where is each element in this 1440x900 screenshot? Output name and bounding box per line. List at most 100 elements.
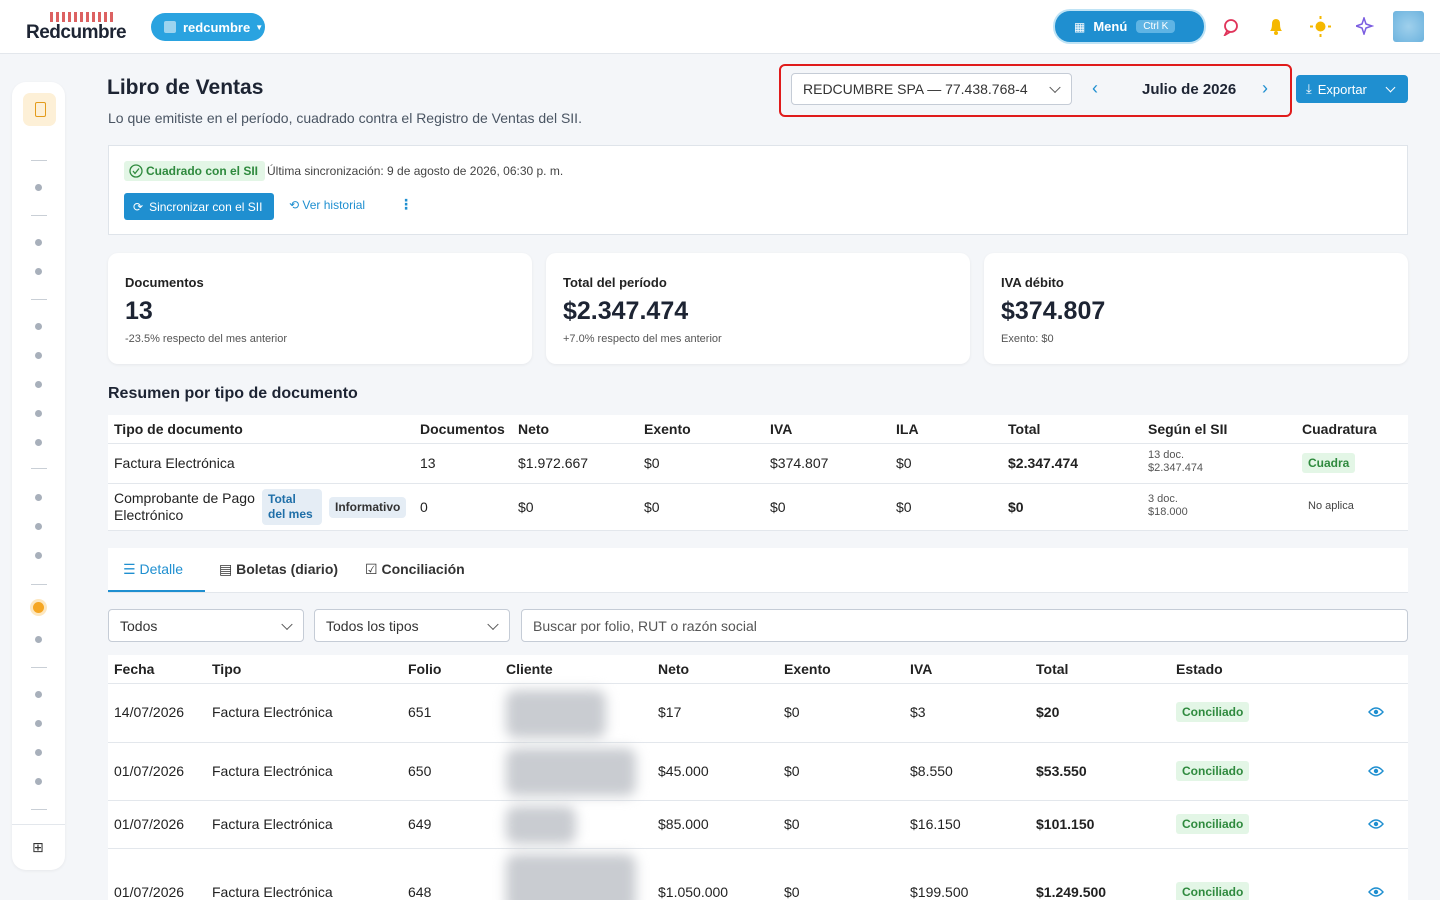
kpi-note: -23.5% respecto del mes anterior bbox=[125, 333, 288, 345]
cell: 14/07/2026 bbox=[114, 704, 185, 720]
tab[interactable]: ▤ Boletas (diario) bbox=[219, 561, 339, 577]
sidebar-item[interactable] bbox=[35, 410, 42, 417]
state-filter[interactable]: Todos bbox=[108, 609, 304, 642]
sidebar-apps[interactable]: ⊞ bbox=[32, 839, 44, 855]
cell: Factura Electrónica bbox=[212, 884, 333, 900]
more-button[interactable]: ⋮ bbox=[399, 196, 413, 212]
cell: $3 bbox=[910, 704, 926, 720]
sii-value: 13 doc. bbox=[1148, 449, 1185, 461]
column-header: Total bbox=[1008, 421, 1041, 437]
client-redacted bbox=[506, 690, 606, 738]
logo[interactable]: Redcumbre bbox=[26, 22, 127, 43]
ai-icon[interactable] bbox=[1356, 17, 1374, 35]
menu-button[interactable]: ▦ Menú Ctrl K bbox=[1055, 11, 1204, 42]
summary-title: Resumen por tipo de documento bbox=[108, 385, 358, 402]
menu-label: Menú bbox=[1093, 19, 1128, 34]
cell: 648 bbox=[408, 884, 432, 900]
sidebar-item[interactable] bbox=[35, 778, 42, 785]
column-header: Cliente bbox=[506, 661, 553, 677]
sidebar-item[interactable] bbox=[35, 720, 42, 727]
view-button[interactable] bbox=[1368, 818, 1384, 830]
kpi-value: $2.347.474 bbox=[563, 297, 689, 325]
sidebar-active-icon[interactable] bbox=[23, 93, 56, 126]
summary-header-line bbox=[108, 443, 1408, 444]
next-period[interactable]: › bbox=[1262, 78, 1268, 98]
tab-label: Detalle bbox=[139, 561, 184, 577]
cell: $101.150 bbox=[1036, 816, 1095, 832]
cell: $2.347.474 bbox=[1008, 455, 1079, 471]
sidebar-item[interactable] bbox=[35, 323, 42, 330]
view-button[interactable] bbox=[1368, 706, 1384, 718]
client-redacted bbox=[506, 806, 576, 844]
sync-panel: Cuadrado con el SII Última sincronizació… bbox=[108, 145, 1408, 235]
sidebar: ⊞ bbox=[12, 82, 65, 870]
cell: $8.550 bbox=[910, 763, 953, 779]
column-header: Fecha bbox=[114, 661, 155, 677]
sync-button[interactable]: ⟳ Sincronizar con el SII bbox=[124, 193, 274, 220]
sidebar-item[interactable] bbox=[35, 636, 42, 643]
sii-value: 3 doc. bbox=[1148, 492, 1178, 505]
status-badge: Conciliado bbox=[1176, 761, 1250, 781]
detail-header-line bbox=[108, 683, 1408, 684]
history-label: Ver historial bbox=[302, 198, 366, 212]
cell: 651 bbox=[408, 704, 432, 720]
sidebar-item[interactable] bbox=[35, 494, 42, 501]
cell: 01/07/2026 bbox=[114, 884, 185, 900]
type-filter[interactable]: Todos los tipos bbox=[314, 609, 510, 642]
row-divider bbox=[108, 800, 1408, 801]
export-button[interactable]: ⤓ Exportar bbox=[1296, 75, 1408, 103]
sidebar-separator bbox=[31, 468, 47, 469]
search-input[interactable]: Buscar por folio, RUT o razón social bbox=[521, 609, 1408, 642]
cell: $16.150 bbox=[910, 816, 961, 832]
kpi-card: IVA débito $374.807 Exento: $0 bbox=[984, 253, 1408, 364]
tab-label: Boletas (diario) bbox=[236, 561, 339, 577]
sidebar-separator bbox=[31, 584, 47, 585]
view-button[interactable] bbox=[1368, 886, 1384, 898]
company-select[interactable]: REDCUMBRE SPA — 77.438.768-4 bbox=[791, 73, 1072, 105]
bell-icon[interactable] bbox=[1267, 17, 1285, 36]
tab[interactable]: ☑ Conciliación bbox=[365, 561, 465, 577]
company-name: REDCUMBRE SPA — 77.438.768-4 bbox=[803, 81, 1028, 97]
history-link[interactable]: ⟲ Ver historial bbox=[289, 198, 366, 212]
view-button[interactable] bbox=[1368, 765, 1384, 777]
row-divider bbox=[108, 742, 1408, 743]
column-header: Total bbox=[1036, 661, 1069, 677]
prev-period[interactable]: ‹ bbox=[1092, 78, 1098, 98]
kpi-note: Exento: $0 bbox=[1001, 333, 1054, 345]
page-subtitle: Lo que emitiste en el período, cuadrado … bbox=[108, 110, 582, 126]
org-name: redcumbre bbox=[183, 19, 251, 35]
cell: $45.000 bbox=[658, 763, 709, 779]
detail-table: Fecha Tipo Folio Cliente Neto Exento IVA Total E… bbox=[108, 655, 1408, 900]
sidebar-separator bbox=[31, 667, 47, 668]
sidebar-item[interactable] bbox=[35, 552, 42, 559]
sidebar-item[interactable] bbox=[35, 352, 42, 359]
tab[interactable]: ☰ Detalle bbox=[123, 561, 184, 577]
sidebar-item[interactable] bbox=[35, 268, 42, 275]
avatar[interactable] bbox=[1393, 11, 1424, 42]
theme-icon[interactable] bbox=[1310, 16, 1331, 37]
sidebar-item[interactable] bbox=[35, 523, 42, 530]
column-header: Tipo bbox=[212, 661, 242, 677]
column-header: Según el SII bbox=[1148, 421, 1228, 437]
sidebar-item[interactable] bbox=[35, 439, 42, 446]
reconciliation-status: No aplica bbox=[1308, 499, 1354, 512]
sidebar-item[interactable] bbox=[35, 239, 42, 246]
cell: $374.807 bbox=[770, 455, 829, 471]
chat-icon[interactable] bbox=[1222, 18, 1240, 36]
tab-label: Conciliación bbox=[381, 561, 465, 577]
summary-table: Tipo de documento Documentos Neto Exento IVA… bbox=[108, 415, 1408, 531]
sidebar-item-active[interactable] bbox=[33, 602, 44, 613]
cell: $199.500 bbox=[910, 884, 969, 900]
sidebar-item[interactable] bbox=[35, 184, 42, 191]
cell: $0 bbox=[644, 498, 660, 515]
column-header: IVA bbox=[910, 661, 933, 677]
row-divider bbox=[108, 848, 1408, 849]
sidebar-item[interactable] bbox=[35, 691, 42, 698]
sidebar-item[interactable] bbox=[35, 381, 42, 388]
cell: $0 bbox=[896, 455, 912, 471]
sidebar-separator bbox=[31, 215, 47, 216]
status-badge: Conciliado bbox=[1176, 702, 1250, 722]
cell: 01/07/2026 bbox=[114, 816, 185, 832]
sidebar-item[interactable] bbox=[35, 749, 42, 756]
